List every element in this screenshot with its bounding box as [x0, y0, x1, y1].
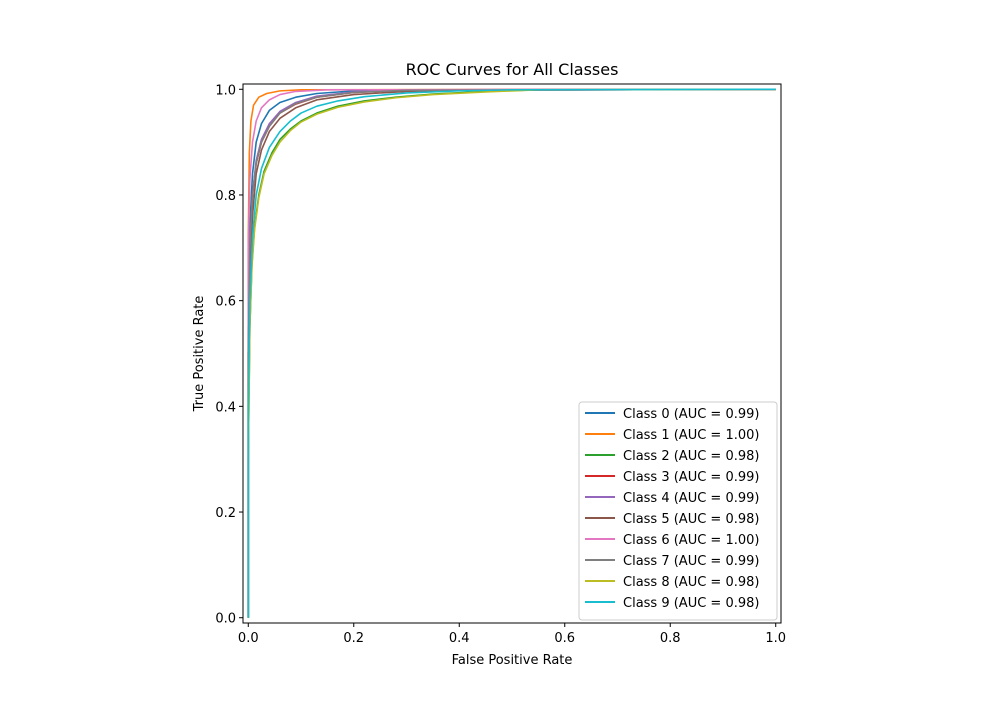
- y-tick-label: 0.0: [215, 612, 236, 627]
- legend-box: [578, 401, 778, 621]
- x-tick-label: 0.6: [554, 631, 575, 646]
- x-tick-label: 0.2: [343, 631, 364, 646]
- legend-label: Class 3 (AUC = 0.99): [623, 470, 759, 485]
- x-tick-label: 0.4: [449, 631, 470, 646]
- legend-label: Class 8 (AUC = 0.98): [623, 575, 759, 590]
- chart-title: ROC Curves for All Classes: [406, 60, 619, 79]
- roc-curve-class-0: [247, 88, 776, 618]
- legend-label: Class 1 (AUC = 1.00): [623, 428, 759, 443]
- legend-label: Class 5 (AUC = 0.98): [623, 512, 759, 527]
- x-axis-label: False Positive Rate: [452, 653, 573, 668]
- x-tick-label: 1.0: [765, 631, 786, 646]
- legend-label: Class 2 (AUC = 0.98): [623, 449, 759, 464]
- legend-label: Class 7 (AUC = 0.99): [623, 554, 759, 569]
- legend-label: Class 9 (AUC = 0.98): [623, 596, 759, 611]
- y-tick-label: 1.0: [215, 83, 236, 98]
- axes-frame: [242, 83, 782, 624]
- y-axis-label: True Positive Rate: [192, 296, 207, 413]
- legend-label: Class 4 (AUC = 0.99): [623, 491, 759, 506]
- x-axis-ticks: 0.0 0.2 0.4 0.6 0.8 1.0: [238, 623, 786, 646]
- y-tick-label: 0.6: [215, 295, 236, 310]
- legend-label: Class 6 (AUC = 1.00): [623, 533, 759, 548]
- x-tick-label: 0.0: [238, 631, 259, 646]
- roc-curve-class-7: [247, 88, 776, 618]
- roc-curve-class-9: [247, 88, 776, 618]
- y-axis-ticks: 0.0 0.2 0.4 0.6 0.8 1.0: [215, 83, 243, 627]
- y-tick-label: 0.8: [215, 189, 236, 204]
- legend: Class 0 (AUC = 0.99) Class 1 (AUC = 1.00)…: [578, 401, 778, 621]
- legend-label: Class 0 (AUC = 0.99): [623, 407, 759, 422]
- y-tick-label: 0.2: [215, 506, 236, 521]
- x-tick-label: 0.8: [660, 631, 681, 646]
- curves-layer: [247, 88, 776, 618]
- y-tick-label: 0.4: [215, 400, 236, 415]
- roc-curve-class-6: [247, 88, 776, 618]
